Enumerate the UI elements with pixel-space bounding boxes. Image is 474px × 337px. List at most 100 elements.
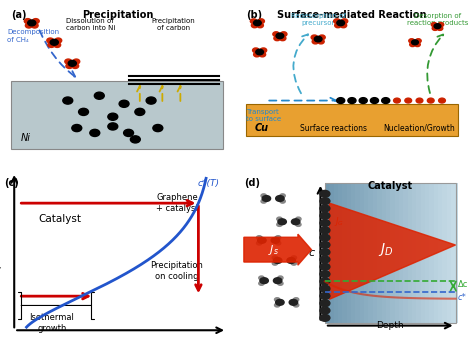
Circle shape <box>274 303 280 307</box>
Circle shape <box>291 301 296 304</box>
Circle shape <box>293 303 299 307</box>
Bar <box>447 183 454 323</box>
Circle shape <box>405 98 411 103</box>
Circle shape <box>428 98 434 103</box>
Bar <box>377 183 384 323</box>
Circle shape <box>275 259 280 262</box>
Circle shape <box>274 36 281 41</box>
Text: Surface-mediated Reaction: Surface-mediated Reaction <box>277 10 427 20</box>
Text: Precipitation
on cooling: Precipitation on cooling <box>150 261 203 281</box>
Circle shape <box>320 300 330 307</box>
Text: Graphene
+ catalyst: Graphene + catalyst <box>155 193 198 213</box>
Circle shape <box>258 19 264 24</box>
Circle shape <box>260 48 267 53</box>
Circle shape <box>411 40 419 45</box>
Text: Catalyst: Catalyst <box>38 214 82 224</box>
Circle shape <box>291 256 297 259</box>
Circle shape <box>262 279 267 282</box>
Circle shape <box>320 256 330 263</box>
Circle shape <box>415 42 420 47</box>
Bar <box>11 81 223 149</box>
Bar <box>390 183 397 323</box>
Circle shape <box>79 108 89 116</box>
Circle shape <box>259 52 265 57</box>
Circle shape <box>261 194 266 197</box>
Circle shape <box>415 39 421 43</box>
Circle shape <box>66 63 73 68</box>
Text: Δc: Δc <box>458 280 468 289</box>
Text: Nucleation/Growth: Nucleation/Growth <box>383 124 456 132</box>
Circle shape <box>370 98 379 103</box>
Circle shape <box>289 259 294 262</box>
Bar <box>399 183 406 323</box>
Circle shape <box>320 293 330 299</box>
Circle shape <box>320 205 330 212</box>
Circle shape <box>320 264 330 270</box>
Circle shape <box>257 23 264 28</box>
Circle shape <box>320 220 330 226</box>
Circle shape <box>280 200 285 203</box>
Circle shape <box>254 20 261 26</box>
Circle shape <box>24 19 31 24</box>
Circle shape <box>73 59 80 64</box>
Circle shape <box>273 239 278 242</box>
Bar <box>325 183 331 323</box>
Circle shape <box>94 92 104 99</box>
Bar <box>382 183 388 323</box>
Text: $J_G$: $J_G$ <box>334 215 344 228</box>
Circle shape <box>348 98 356 103</box>
Bar <box>434 183 440 323</box>
Circle shape <box>296 217 301 221</box>
Circle shape <box>319 35 325 40</box>
Circle shape <box>320 314 330 321</box>
Circle shape <box>259 276 264 280</box>
Circle shape <box>292 219 300 225</box>
Bar <box>342 183 349 323</box>
Circle shape <box>273 32 279 36</box>
Circle shape <box>320 271 330 277</box>
Text: Catalyst: Catalyst <box>368 181 413 191</box>
Circle shape <box>276 300 284 305</box>
Circle shape <box>68 60 76 66</box>
Circle shape <box>382 98 390 103</box>
Circle shape <box>320 278 330 285</box>
Circle shape <box>280 194 285 197</box>
Circle shape <box>259 239 264 242</box>
Circle shape <box>256 236 262 239</box>
Circle shape <box>273 257 282 264</box>
Circle shape <box>119 100 129 108</box>
Circle shape <box>275 279 280 282</box>
Circle shape <box>311 35 318 40</box>
Circle shape <box>287 257 295 264</box>
Circle shape <box>54 42 61 48</box>
Bar <box>356 183 362 323</box>
Text: $J_D$: $J_D$ <box>378 241 393 258</box>
Circle shape <box>275 241 281 245</box>
Text: (a): (a) <box>11 10 27 20</box>
Circle shape <box>335 23 341 28</box>
Bar <box>325 183 456 323</box>
Circle shape <box>409 39 415 43</box>
Circle shape <box>359 98 367 103</box>
Bar <box>394 183 401 323</box>
Circle shape <box>72 63 79 68</box>
Circle shape <box>276 33 284 39</box>
Circle shape <box>254 52 260 57</box>
Circle shape <box>50 39 58 45</box>
Circle shape <box>153 124 163 132</box>
Circle shape <box>320 190 330 197</box>
Circle shape <box>279 36 286 41</box>
Circle shape <box>410 42 415 47</box>
Circle shape <box>146 97 156 104</box>
Bar <box>246 104 458 136</box>
Circle shape <box>264 197 269 200</box>
Circle shape <box>281 32 287 36</box>
Bar <box>425 183 432 323</box>
Circle shape <box>90 129 100 136</box>
Circle shape <box>256 49 264 55</box>
Circle shape <box>259 282 264 285</box>
Circle shape <box>258 238 266 243</box>
Bar <box>403 183 410 323</box>
Circle shape <box>48 42 55 48</box>
Circle shape <box>320 285 330 292</box>
